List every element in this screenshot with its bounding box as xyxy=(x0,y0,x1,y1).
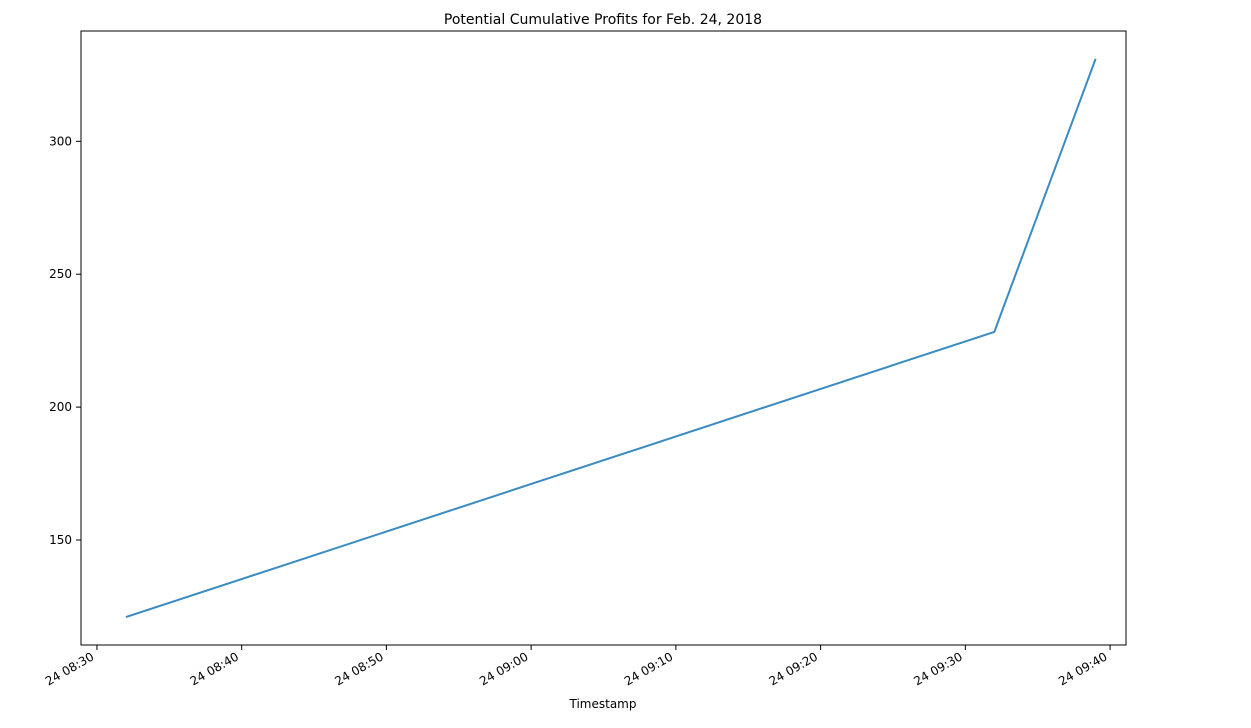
x-tick-label: 24 08:30 xyxy=(43,649,96,688)
x-tick-label: 24 08:40 xyxy=(188,649,241,688)
x-tick-label: 24 08:50 xyxy=(332,649,385,688)
x-axis-label: Timestamp xyxy=(569,697,637,711)
chart-title: Potential Cumulative Profits for Feb. 24… xyxy=(444,12,762,28)
y-axis: 150 200 250 300 xyxy=(49,134,81,547)
y-tick-label: 150 xyxy=(49,533,72,547)
x-tick-label: 24 09:10 xyxy=(622,649,675,688)
plot-area-frame xyxy=(80,30,1127,646)
series-lines xyxy=(125,58,1097,619)
x-tick-label: 24 09:30 xyxy=(911,649,964,688)
y-tick-label: 300 xyxy=(49,134,72,148)
x-tick-label: 24 09:40 xyxy=(1056,649,1109,688)
x-axis: 24 08:30 24 08:40 24 08:50 24 09:00 24 09:10… xyxy=(43,645,1111,688)
y-tick-label: 200 xyxy=(49,400,72,414)
x-tick-label: 24 09:20 xyxy=(767,649,820,688)
series-line xyxy=(125,58,1097,619)
x-tick-label: 24 09:00 xyxy=(477,649,530,688)
y-tick-label: 250 xyxy=(49,267,72,281)
